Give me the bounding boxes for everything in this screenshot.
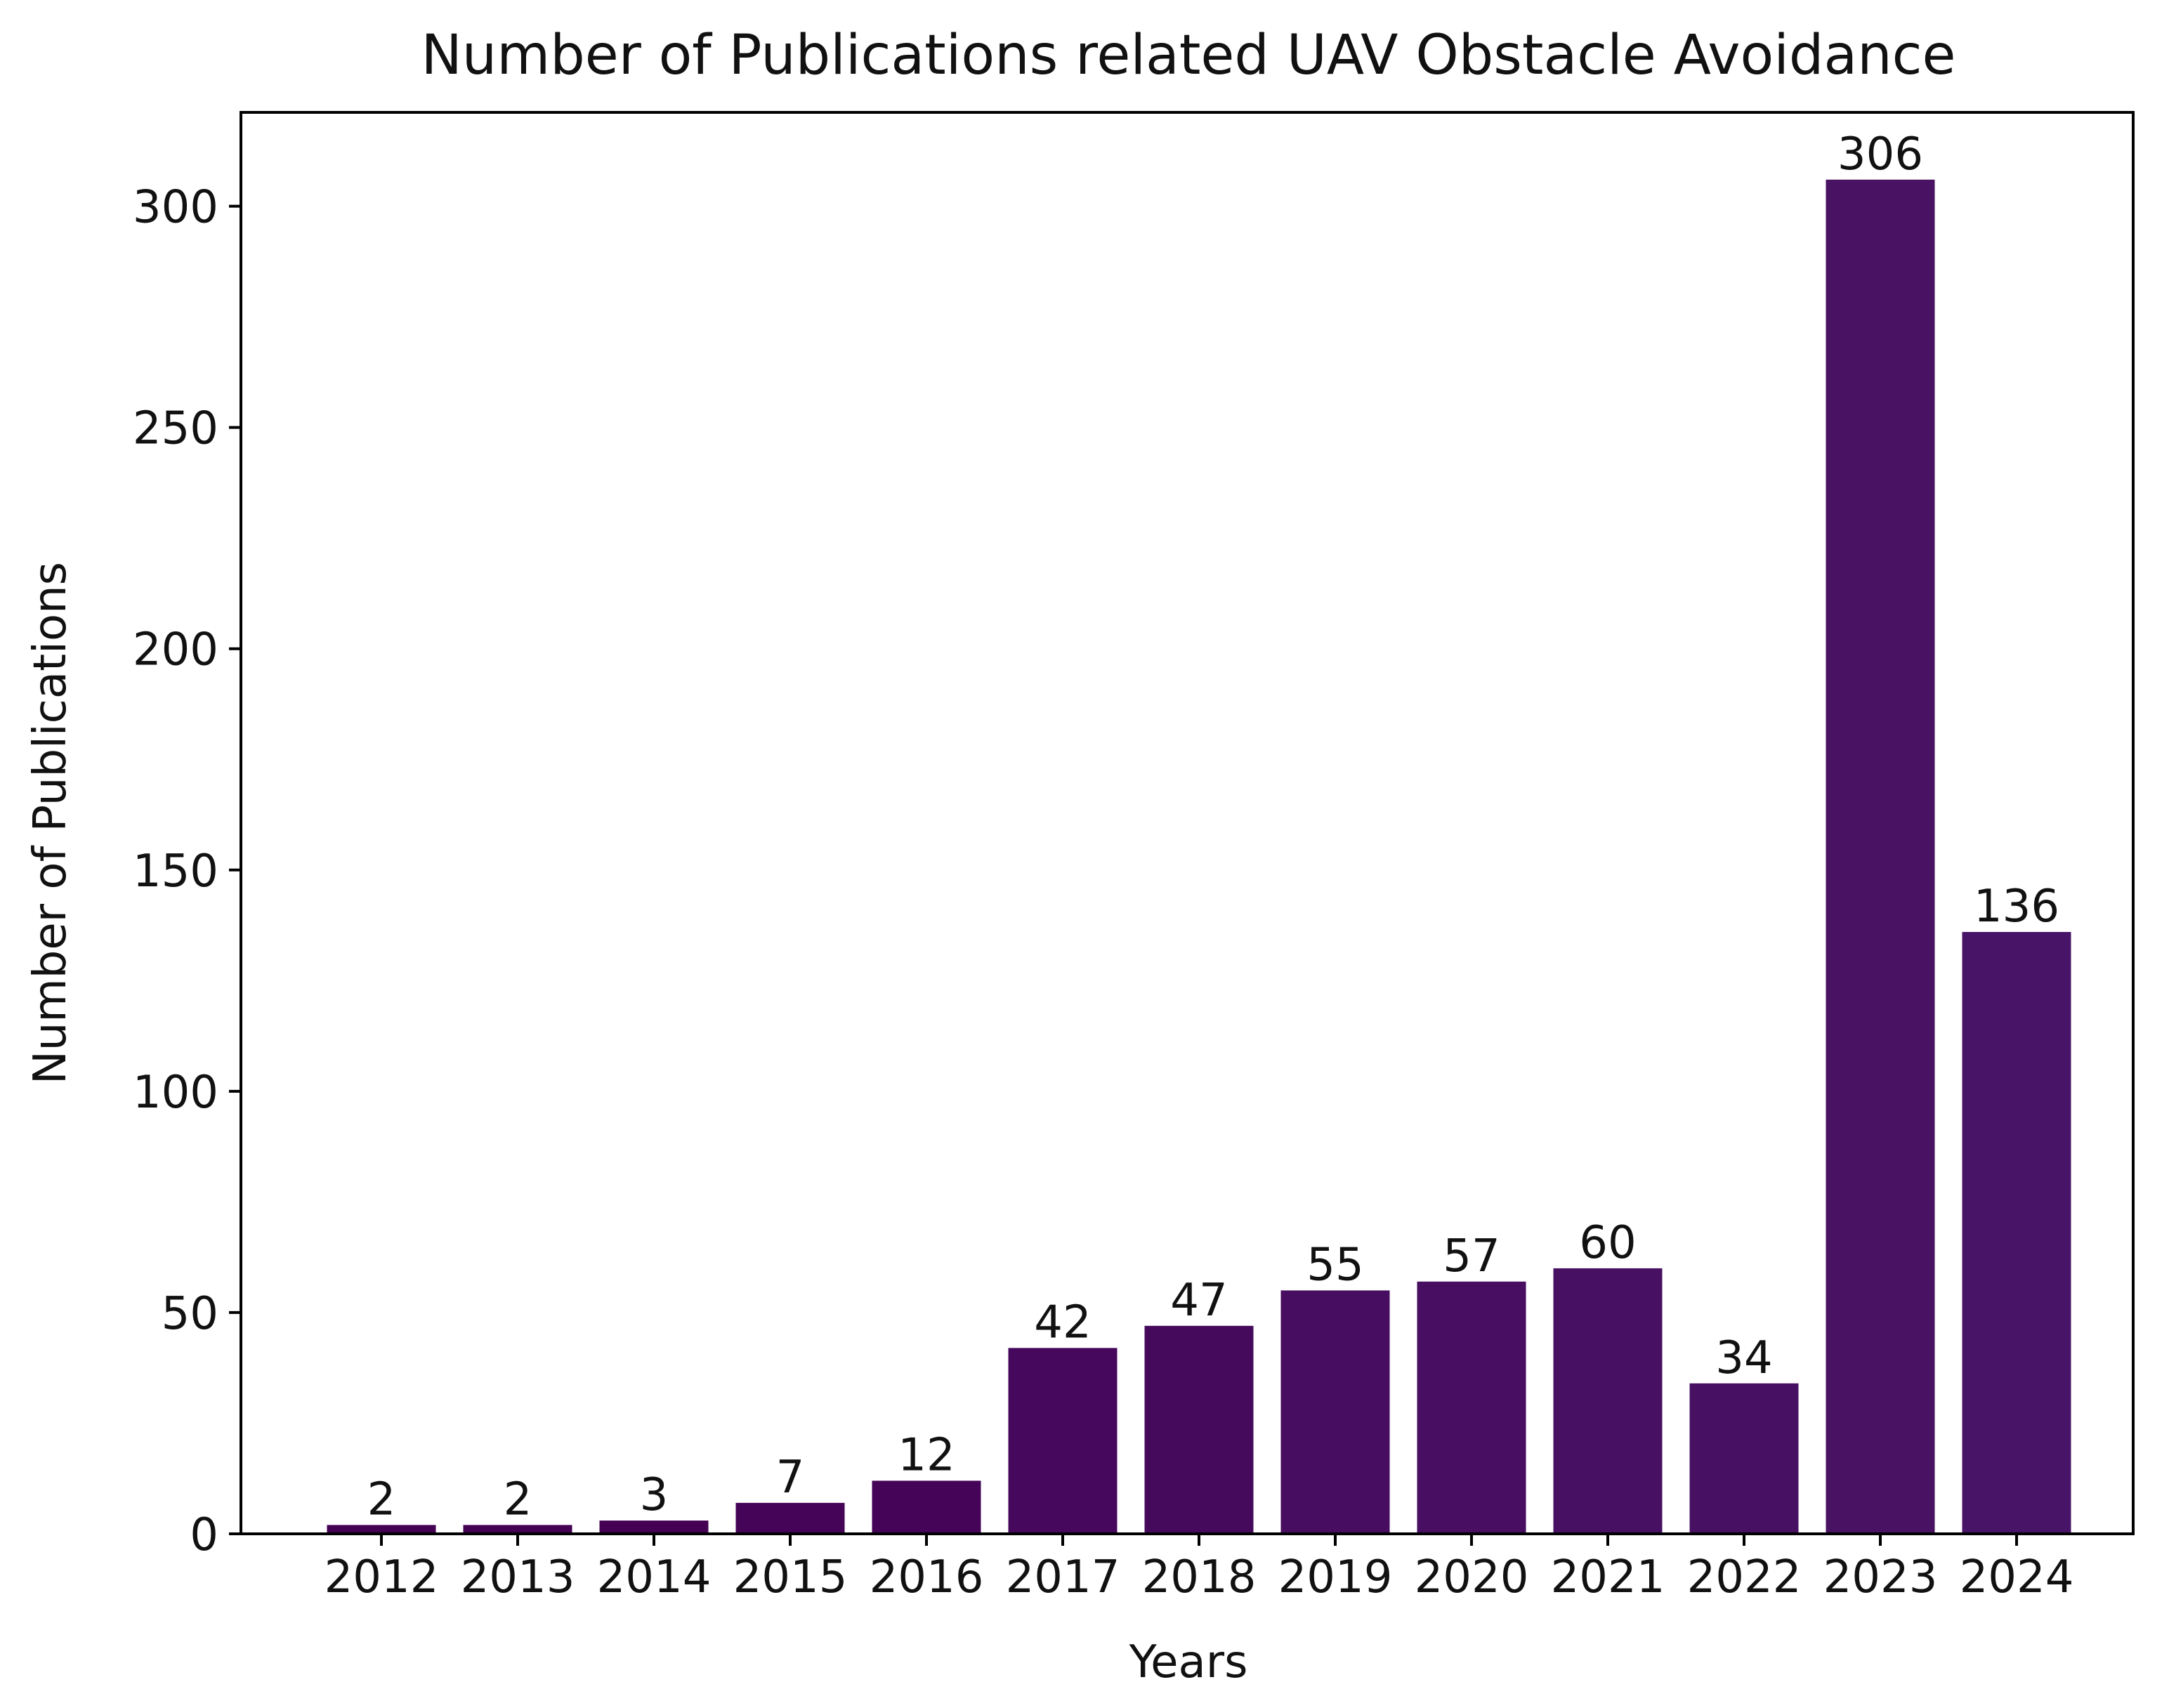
- x-tick-label-2020: 2020: [1415, 1551, 1529, 1603]
- bar-2015: [735, 1502, 845, 1534]
- data-label-2015: 7: [776, 1452, 805, 1504]
- x-tick-label-2015: 2015: [733, 1551, 848, 1603]
- x-tick-label-2019: 2019: [1278, 1551, 1393, 1603]
- bar-2024: [1962, 932, 2071, 1534]
- x-tick-label-2013: 2013: [461, 1551, 575, 1603]
- x-tick-label-2022: 2022: [1687, 1551, 1802, 1603]
- data-label-2021: 60: [1579, 1217, 1636, 1269]
- data-label-2020: 57: [1443, 1230, 1500, 1282]
- y-tick-label-0: 0: [190, 1509, 218, 1561]
- bar-2021: [1553, 1268, 1663, 1534]
- bar-2023: [1826, 179, 1935, 1535]
- y-tick-label-200: 200: [133, 624, 218, 676]
- x-tick-label-2016: 2016: [870, 1551, 984, 1603]
- x-tick-label-2021: 2021: [1551, 1551, 1665, 1603]
- bar-2022: [1689, 1383, 1799, 1534]
- x-tick-label-2017: 2017: [1006, 1551, 1120, 1603]
- chart-title: Number of Publications related UAV Obsta…: [421, 24, 1955, 87]
- x-tick-label-2012: 2012: [325, 1551, 439, 1603]
- data-label-2023: 306: [1837, 129, 1923, 180]
- x-axis-label: Years: [1129, 1636, 1248, 1688]
- x-tick-label-2014: 2014: [597, 1551, 712, 1603]
- data-label-2016: 12: [898, 1429, 955, 1481]
- data-label-2012: 2: [367, 1473, 396, 1525]
- x-tick-label-2018: 2018: [1142, 1551, 1257, 1603]
- bar-2018: [1144, 1325, 1254, 1534]
- bar-2013: [463, 1525, 572, 1534]
- data-label-2024: 136: [1974, 881, 2059, 933]
- data-labels-layer: 2 2 3 7 12 42 47 55 57 60 34 306 136: [367, 129, 2059, 1526]
- bar-2017: [1008, 1348, 1118, 1534]
- plot-frame: [240, 111, 2135, 1535]
- bar-2019: [1280, 1290, 1390, 1534]
- data-label-2022: 34: [1715, 1332, 1772, 1384]
- x-tick-label-2023: 2023: [1823, 1551, 1938, 1603]
- bars-layer: [327, 179, 2071, 1535]
- bar-2016: [872, 1480, 981, 1534]
- y-tick-label-150: 150: [133, 846, 218, 898]
- y-tick-label-100: 100: [133, 1067, 218, 1119]
- y-axis: 0 50 100 150 200 250 300: [133, 182, 241, 1561]
- y-tick-label-300: 300: [133, 182, 218, 234]
- y-tick-label-50: 50: [162, 1288, 218, 1340]
- data-label-2018: 47: [1170, 1275, 1227, 1327]
- x-axis: 2012 2013 2014 2015 2016 2017 2018 2019 2020 2021…: [325, 1534, 2074, 1603]
- x-tick-label-2024: 2024: [1960, 1551, 2074, 1603]
- bar-2020: [1417, 1281, 1526, 1534]
- data-label-2017: 42: [1034, 1296, 1091, 1348]
- y-tick-label-250: 250: [133, 403, 218, 455]
- bar-2012: [327, 1525, 436, 1534]
- bar-2014: [599, 1520, 709, 1534]
- data-label-2019: 55: [1306, 1239, 1363, 1291]
- data-label-2014: 3: [640, 1469, 669, 1521]
- data-label-2013: 2: [504, 1473, 532, 1525]
- y-axis-label: Number of Publications: [25, 562, 77, 1084]
